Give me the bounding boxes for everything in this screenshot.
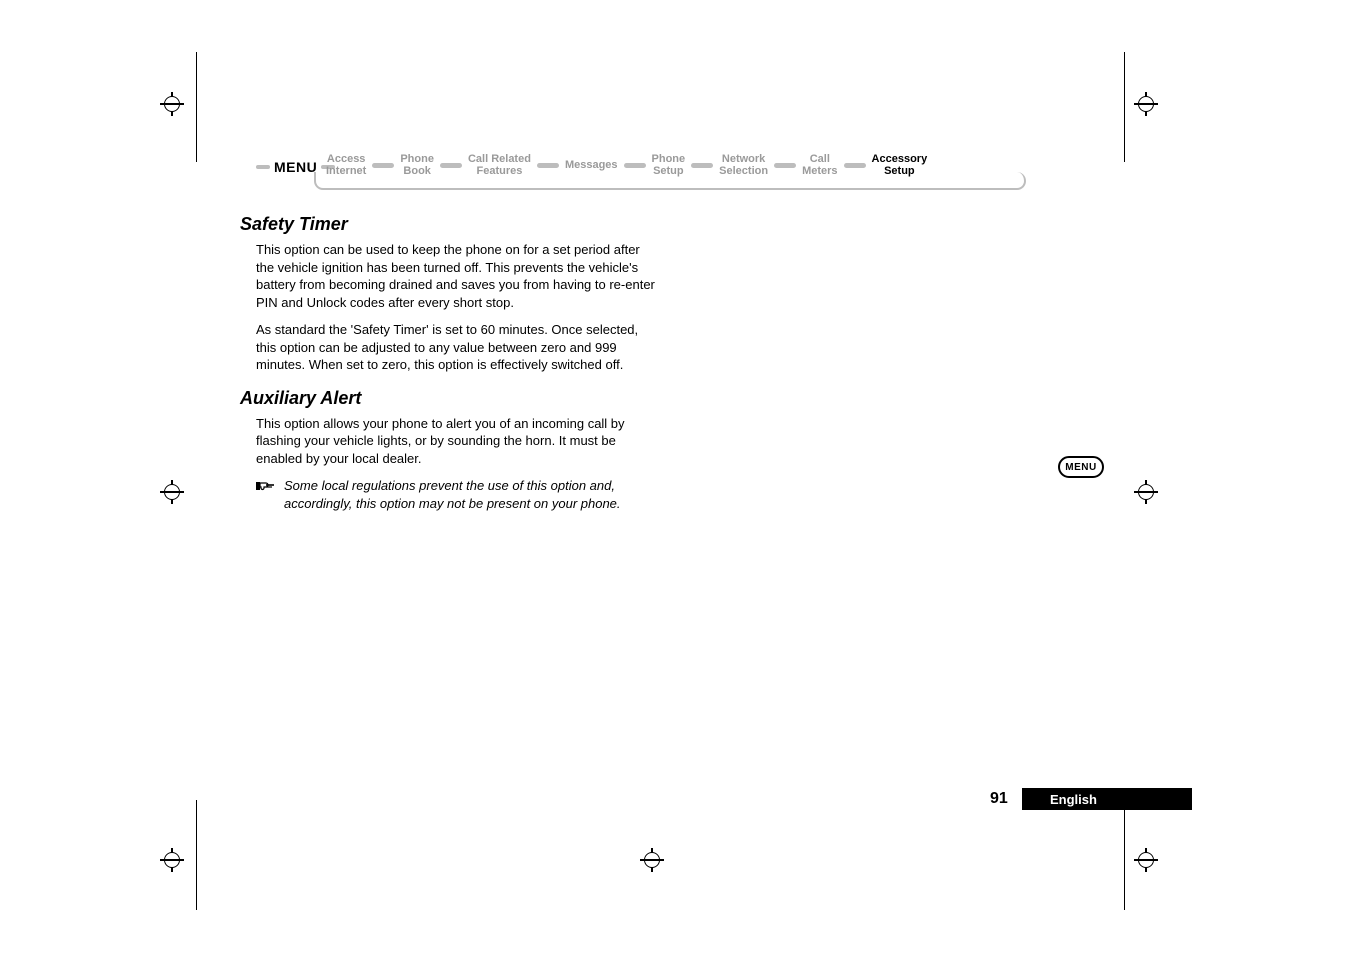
menu-item-access-internet: Access Internet [326,150,366,177]
trim-line [196,800,197,910]
menu-item-line1: Accessory [872,153,928,165]
menu-item-line1: Access [327,153,366,165]
language-tab: English [1022,788,1192,810]
registration-mark-icon [160,480,184,504]
menu-item-line2: Selection [719,165,768,177]
registration-mark-icon [160,848,184,872]
menu-separator-icon [624,163,646,168]
content-column: Safety Timer This option can be used to … [240,214,660,513]
pointing-hand-icon [256,479,278,498]
menu-item-messages: Messages [565,156,618,171]
menu-item-accessory-setup: Accessory Setup [872,150,928,177]
menu-item-line1: Phone [652,153,686,165]
side-menu-pill-label: MENU [1065,462,1096,473]
menu-breadcrumb: MENU Access Internet Phone Book Call Rel… [256,150,1026,200]
menu-separator-icon [440,163,462,168]
menu-item-line1: Phone [400,153,434,165]
page-number: 91 [990,790,1008,808]
menu-item-line1: Call Related [468,153,531,165]
menu-items: Access Internet Phone Book Call Related … [326,150,1026,177]
menu-separator-icon [691,163,713,168]
menu-item-line2: Setup [653,165,684,177]
menu-item-network-selection: Network Selection [719,150,768,177]
auxiliary-alert-paragraph: This option allows your phone to alert y… [256,415,660,468]
menu-item-call-meters: Call Meters [802,150,837,177]
menu-item-line1: Messages [565,159,618,171]
page-root: MENU Access Internet Phone Book Call Rel… [0,0,1351,954]
menu-item-phone-setup: Phone Setup [652,150,686,177]
trim-line [1124,800,1125,910]
safety-timer-paragraph-2: As standard the 'Safety Timer' is set to… [256,321,660,374]
trim-line [1124,52,1125,162]
menu-item-line2: Meters [802,165,837,177]
menu-separator-icon [844,163,866,168]
menu-item-phone-book: Phone Book [400,150,434,177]
menu-separator-icon [537,163,559,168]
language-label: English [1050,792,1097,807]
note-row: Some local regulations prevent the use o… [256,477,660,512]
menu-item-line1: Call [810,153,830,165]
menu-item-line1: Network [722,153,765,165]
side-menu-pill: MENU [1058,456,1104,478]
registration-mark-icon [1134,92,1158,116]
menu-item-line2: Book [403,165,431,177]
menu-item-call-related-features: Call Related Features [468,150,531,177]
auxiliary-alert-note: Some local regulations prevent the use o… [284,477,660,512]
menu-item-line2: Features [477,165,523,177]
menu-item-line2: Internet [326,165,366,177]
section-title-safety-timer: Safety Timer [240,214,660,235]
registration-mark-icon [1134,480,1158,504]
section-title-auxiliary-alert: Auxiliary Alert [240,388,660,409]
menu-separator-icon [774,163,796,168]
menu-item-line2: Setup [884,165,915,177]
registration-mark-icon [160,92,184,116]
trim-line [196,52,197,162]
safety-timer-paragraph-1: This option can be used to keep the phon… [256,241,660,311]
registration-mark-icon [640,848,664,872]
menu-separator-icon [372,163,394,168]
registration-mark-icon [1134,848,1158,872]
